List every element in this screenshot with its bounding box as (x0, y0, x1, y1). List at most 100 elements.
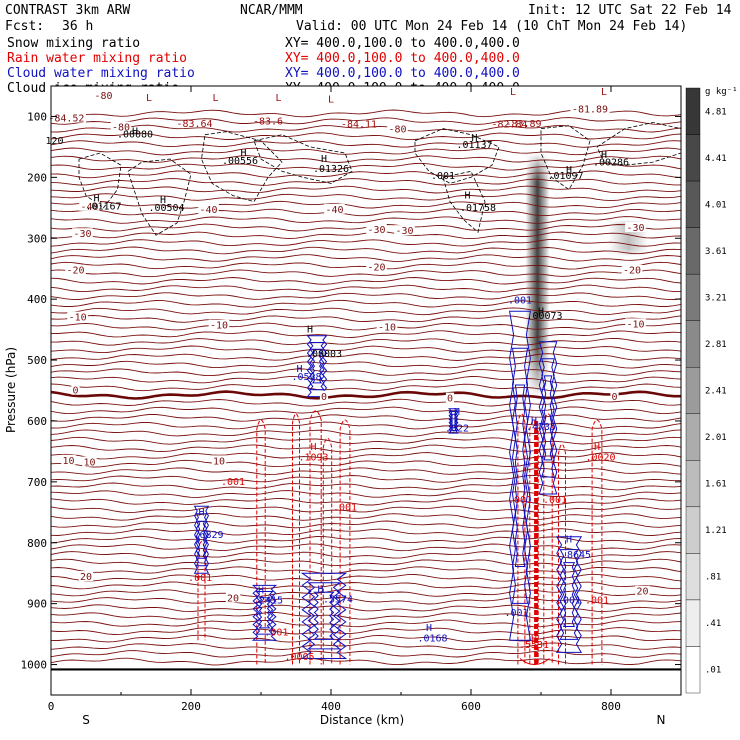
temperature-contour (51, 277, 681, 285)
plot-frame (50, 85, 682, 696)
high-marker: H (538, 306, 544, 317)
extremum-value: .2415 (253, 596, 283, 607)
colorbar-label: 2.81 (705, 340, 727, 350)
high-marker: H (258, 585, 264, 596)
cloud-water-contour (538, 341, 558, 495)
colorbar-label: 3.61 (705, 247, 727, 257)
temperature-label: -81.89 (572, 104, 608, 115)
temperature-contour (51, 315, 681, 323)
colorbar-swatch (685, 273, 701, 321)
extremum-value: .01326 (313, 164, 349, 175)
temperature-contour (51, 368, 681, 377)
contour-labels: -84.52-80-80 -80-81.89-40-40 -40-30 -30 -30-… (45, 87, 650, 663)
colorbar-label: 4.01 (705, 200, 727, 210)
field-extent: XY= 400.0,100.0 to 400.0,400.0 (285, 36, 520, 51)
temperature-label: 20 (636, 587, 648, 598)
low-marker: L (146, 93, 152, 104)
cloud-water-contour (300, 572, 348, 659)
rain-contours (197, 410, 603, 666)
cloud-ice-contours (78, 122, 681, 236)
temperature-label: -40 (199, 205, 217, 216)
field-extent: XY= 400.0,100.0 to 400.0,400.0 (285, 66, 520, 81)
extremum-value: .01097 (547, 171, 583, 182)
colorbar-swatch (685, 413, 701, 461)
contour-value-label: 120 (45, 136, 63, 147)
temperature-contour (51, 193, 681, 202)
low-marker: L (328, 94, 334, 105)
cloud-water-contour (509, 310, 531, 641)
extremum-value: .00003 (306, 349, 342, 360)
rain-contour (339, 419, 351, 665)
temperature-contour (51, 330, 681, 338)
temperature-contour (51, 124, 681, 133)
high-marker: H (296, 364, 302, 375)
high-marker: H (566, 535, 572, 546)
rain-contour (309, 410, 322, 665)
cloud-ice-contour (253, 134, 353, 184)
low-marker: L (275, 93, 281, 104)
contour-value-label: .001 (264, 627, 288, 638)
temperature-label: -20 (367, 263, 385, 274)
contour-value-label: .001 (543, 495, 567, 506)
temperature-contour (51, 117, 681, 125)
high-marker: H (594, 442, 600, 453)
extremum-value: .0020 (585, 452, 615, 463)
extremum-value: .0168 (417, 633, 447, 644)
temperature-contour (51, 269, 681, 278)
extremum-value: .022 (445, 423, 469, 434)
temperature-contour (51, 657, 681, 666)
temperature-contour (51, 231, 681, 240)
temperature-contour (51, 467, 681, 476)
temperature-contour (51, 398, 681, 407)
rain-contour (517, 413, 526, 665)
temperature-label: 20 (227, 593, 239, 604)
rain-contour (591, 419, 603, 665)
temperature-contour (51, 155, 681, 163)
temperature-contour (51, 162, 681, 171)
temperature-contour (51, 596, 681, 605)
temperature-contour (51, 178, 681, 186)
contour-value-label: .001 (221, 477, 245, 488)
y-tick-label: 600 (27, 415, 47, 428)
contour-value-label: .001 (333, 502, 357, 513)
high-marker: H (160, 195, 166, 206)
temperature-label: 0 (321, 392, 327, 403)
cloud-ice-contour (414, 128, 500, 184)
cloud-ice-contour (127, 158, 192, 236)
temperature-contour (51, 132, 681, 141)
colorbar-swatch (685, 599, 701, 647)
cloud-ice-contour (201, 131, 283, 203)
field-name: Snow mixing ratio (7, 36, 140, 51)
temperature-contour (51, 322, 681, 331)
cloud-water-contour (251, 584, 278, 641)
high-marker: H (471, 133, 477, 144)
temperature-label: -84.52 (48, 113, 84, 124)
high-marker: H (531, 634, 537, 645)
header: CONTRAST 3km ARW NCAR/MMM Init: 12 UTC S… (5, 3, 732, 96)
temperature-contour (51, 452, 681, 460)
contour-value-label: .001 (508, 295, 532, 306)
rain-contour (292, 413, 300, 665)
temperature-contour (51, 284, 681, 293)
high-marker: H (321, 154, 327, 165)
high-marker: H (531, 416, 537, 427)
low-marker: L (212, 93, 218, 104)
temperature-contour (51, 216, 681, 224)
temperature-contour (51, 360, 681, 369)
extremum-value: .5531 (519, 640, 549, 651)
cloud-ice-contour (78, 152, 122, 209)
temperature-label: 0 (611, 392, 617, 403)
temperature-contour (51, 147, 681, 156)
temperature-contour (51, 482, 681, 491)
rain-contour (529, 419, 539, 665)
temperature-contour (51, 376, 681, 384)
cloud-water-contour (555, 536, 583, 653)
colorbar-label: 4.81 (705, 107, 727, 117)
extremum-value: -83.89 (505, 119, 541, 130)
extremum-value: .5574 (323, 594, 353, 605)
colorbar-swatch (685, 180, 701, 228)
rain-contour (543, 413, 553, 665)
cloud-ice-contour (442, 170, 486, 233)
temperature-contour (51, 261, 681, 270)
